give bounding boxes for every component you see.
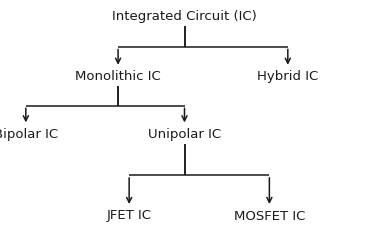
Text: Hybrid IC: Hybrid IC	[257, 70, 318, 83]
Text: MOSFET IC: MOSFET IC	[234, 210, 305, 222]
Text: Monolithic IC: Monolithic IC	[75, 70, 161, 83]
Text: Integrated Circuit (IC): Integrated Circuit (IC)	[112, 10, 257, 23]
Text: Unipolar IC: Unipolar IC	[148, 128, 221, 141]
Text: Bipolar IC: Bipolar IC	[0, 128, 58, 141]
Text: JFET IC: JFET IC	[107, 210, 152, 222]
